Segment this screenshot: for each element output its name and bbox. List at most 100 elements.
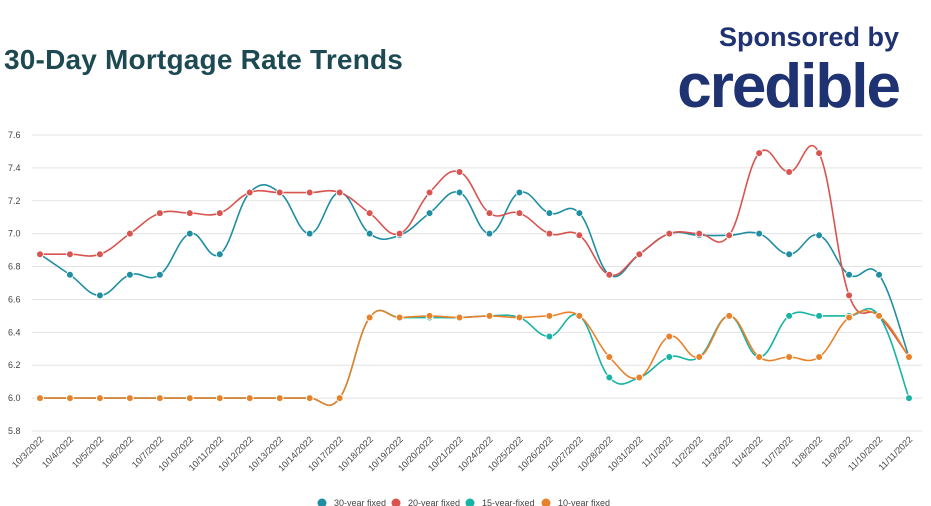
data-point [755,149,763,157]
data-point [186,394,194,402]
data-point [215,394,224,402]
data-point [545,209,554,217]
series-line [39,144,910,358]
data-point [605,353,614,361]
data-point [215,209,224,217]
data-point [275,188,284,197]
data-point [455,313,464,322]
data-point [725,231,734,240]
x-axis-ticks: 10/3/202210/4/202210/5/202210/6/202210/7… [10,434,914,473]
y-tick-label: 5.8 [8,426,21,436]
data-point [305,394,314,402]
data-point [96,394,104,402]
data-point [905,353,913,361]
chart-title: 30-Day Mortgage Rate Trends [4,44,404,75]
series-lines [39,144,910,406]
data-point [545,229,554,238]
grid-lines [32,134,922,432]
data-point [485,209,494,217]
y-tick-label: 7.2 [8,196,21,206]
y-tick-label: 6.2 [8,360,21,370]
x-tick-label: 11/2/2022 [670,434,705,469]
x-tick-label: 11/4/2022 [730,434,765,469]
data-point [215,250,224,259]
data-point [785,250,793,259]
data-point [815,149,823,157]
data-point [425,188,434,197]
data-point [96,291,104,300]
series-points [36,149,913,402]
legend: 30-year fixed 20-year fixed 15-year-fixed 1… [317,498,610,506]
data-point [635,373,644,382]
data-point [365,313,374,322]
data-point [785,168,793,176]
data-point [36,250,44,259]
data-point [36,394,44,402]
y-tick-label: 7.6 [8,130,21,140]
y-tick-label: 7.4 [8,163,21,173]
legend-label: 20-year fixed [408,498,460,506]
data-point [126,394,134,402]
data-point [815,231,823,240]
data-point [245,394,254,402]
credible-logo: credible [677,52,901,121]
data-point [545,332,554,341]
x-tick-label: 10/3/2022 [10,434,45,469]
x-tick-label: 11/1/2022 [640,434,675,469]
data-point [545,312,554,320]
data-point [695,353,704,361]
legend-marker [465,498,475,506]
data-point [275,394,284,402]
data-point [96,250,104,259]
data-point [785,312,793,320]
data-point [845,270,853,279]
data-point [605,373,614,382]
data-point [755,353,763,361]
sponsor-text: Sponsored by [718,22,899,52]
legend-label: 15-year-fixed [482,498,535,506]
data-point [725,312,734,320]
x-tick-label: 11/3/2022 [700,434,735,469]
y-tick-label: 6.4 [8,327,21,337]
x-tick-label: 10/4/2022 [40,434,75,469]
legend-label: 10-year fixed [558,498,610,506]
data-point [365,209,374,217]
data-point [126,229,134,238]
data-point [395,229,404,238]
data-point [515,313,524,322]
data-point [156,270,164,279]
x-tick-label: 10/6/2022 [100,434,135,469]
data-point [665,229,674,238]
data-point [515,209,524,217]
data-point [425,209,434,217]
y-tick-label: 6.8 [8,262,21,272]
data-point [425,312,434,320]
data-point [156,209,164,217]
data-point [845,291,853,300]
data-point [575,312,584,320]
data-point [66,250,74,259]
data-point [305,229,314,238]
x-tick-label: 11/7/2022 [760,434,795,469]
legend-marker [541,498,551,506]
data-point [485,229,494,238]
legend-marker [391,498,401,506]
data-point [605,270,614,279]
y-tick-label: 6.6 [8,294,21,304]
data-point [875,270,883,279]
y-axis-ticks: 5.8 6.0 6.2 6.4 6.6 6.8 7.0 7.2 7.4 7.6 [8,130,21,436]
data-point [515,188,524,197]
data-point [305,188,314,197]
y-tick-label: 7.0 [8,229,21,239]
data-point [455,168,464,176]
data-point [665,353,674,361]
series-line [39,309,910,406]
data-point [785,353,793,361]
data-point [365,229,374,238]
data-point [395,313,404,322]
data-point [695,229,704,238]
data-point [455,188,464,197]
data-point [66,270,74,279]
data-point [635,250,644,259]
